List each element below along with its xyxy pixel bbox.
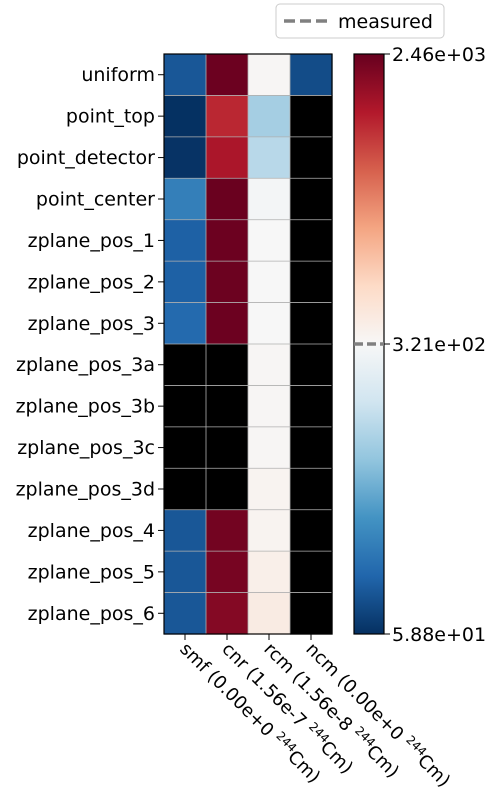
- heatmap-cell: [164, 95, 207, 138]
- heatmap-cell: [206, 468, 249, 511]
- heatmap-cell: [164, 468, 207, 511]
- colorbar-tick-label: 2.46e+03: [392, 44, 486, 66]
- heatmap-cell: [206, 592, 249, 635]
- y-tick-label: zplane_pos_2: [28, 271, 155, 293]
- heatmap-cell: [248, 385, 291, 428]
- y-tick-label: zplane_pos_4: [28, 520, 155, 542]
- heatmap-cell: [290, 385, 333, 428]
- heatmap-cell: [290, 261, 333, 304]
- heatmap-cell: [248, 219, 291, 262]
- colorbar-ticks: 2.46e+03 3.21e+02 5.88e+01: [384, 44, 486, 646]
- heatmap-cell: [164, 551, 207, 594]
- heatmap-gridlines: [164, 54, 332, 634]
- y-tick-label: zplane_pos_6: [28, 603, 155, 625]
- heatmap-cell: [206, 178, 249, 221]
- heatmap-cell: [290, 54, 333, 97]
- heatmap-cell: [290, 551, 333, 594]
- heatmap-cell: [206, 344, 249, 387]
- heatmap-cell: [248, 509, 291, 552]
- heatmap-cell: [290, 95, 333, 138]
- heatmap-cell: [206, 95, 249, 138]
- y-tick-label: zplane_pos_5: [28, 561, 155, 583]
- heatmap-cell: [290, 219, 333, 262]
- heatmap-cell: [206, 551, 249, 594]
- row-labels: uniform point_top point_detector point_cent…: [16, 64, 164, 625]
- heatmap-cell: [290, 302, 333, 345]
- legend: measured: [275, 3, 445, 39]
- heatmap-cell: [164, 136, 207, 179]
- heatmap-cell: [290, 344, 333, 387]
- column-labels: smf (0.00e+0 244Cm)cnr (1.56e-7 244Cm)rc…: [175, 634, 454, 791]
- colorbar: 2.46e+03 3.21e+02 5.88e+01: [353, 44, 486, 646]
- heatmap-cell: [164, 509, 207, 552]
- heatmap-cell: [290, 426, 333, 469]
- heatmap-cell: [164, 219, 207, 262]
- heatmap-cell: [164, 178, 207, 221]
- heatmap-cell: [248, 302, 291, 345]
- heatmap-cell: [290, 509, 333, 552]
- heatmap-cell: [164, 344, 207, 387]
- y-tick-label: zplane_pos_3a: [16, 354, 155, 376]
- heatmap-frame: [163, 53, 333, 635]
- colorbar-tick-label: 3.21e+02: [392, 334, 486, 356]
- heatmap-cell: [290, 468, 333, 511]
- heatmap-cell: [164, 426, 207, 469]
- heatmap-cell: [248, 551, 291, 594]
- y-tick-label: zplane_pos_3: [28, 313, 155, 335]
- legend-box: [275, 3, 445, 39]
- heatmap-cell: [290, 136, 333, 179]
- y-tick-label: uniform: [81, 64, 155, 86]
- heatmap-cell: [206, 136, 249, 179]
- heatmap-cell: [164, 261, 207, 304]
- heatmap-cells: [164, 54, 333, 635]
- heatmap-cell: [164, 385, 207, 428]
- heatmap-cell: [248, 136, 291, 179]
- y-tick-label: zplane_pos_3b: [16, 396, 155, 418]
- heatmap-cell: [290, 592, 333, 635]
- heatmap-cell: [206, 302, 249, 345]
- heatmap-cell: [206, 385, 249, 428]
- y-tick-label: zplane_pos_3c: [17, 437, 155, 459]
- y-tick-label: zplane_pos_3d: [16, 479, 155, 501]
- y-tick-label: point_top: [66, 106, 155, 128]
- heatmap-cell: [164, 592, 207, 635]
- heatmap-cell: [248, 54, 291, 97]
- heatmap-cell: [206, 261, 249, 304]
- heatmap-cell: [248, 344, 291, 387]
- heatmap-cell: [206, 509, 249, 552]
- heatmap-cell: [206, 54, 249, 97]
- legend-measured-label: measured: [338, 11, 433, 33]
- heatmap-cell: [248, 261, 291, 304]
- heatmap-cell: [164, 54, 207, 97]
- heatmap-cell: [164, 302, 207, 345]
- heatmap-cell: [248, 468, 291, 511]
- heatmap-cell: [248, 95, 291, 138]
- heatmap-cell: [248, 178, 291, 221]
- heatmap-cell: [290, 178, 333, 221]
- heatmap-cell: [248, 426, 291, 469]
- colorbar-tick-label: 5.88e+01: [392, 624, 486, 646]
- y-tick-label: point_detector: [17, 147, 155, 169]
- heatmap-cell: [248, 592, 291, 635]
- heatmap-cell: [206, 426, 249, 469]
- y-tick-label: point_center: [36, 189, 155, 211]
- y-tick-label: zplane_pos_1: [28, 230, 155, 252]
- heatmap-cell: [206, 219, 249, 262]
